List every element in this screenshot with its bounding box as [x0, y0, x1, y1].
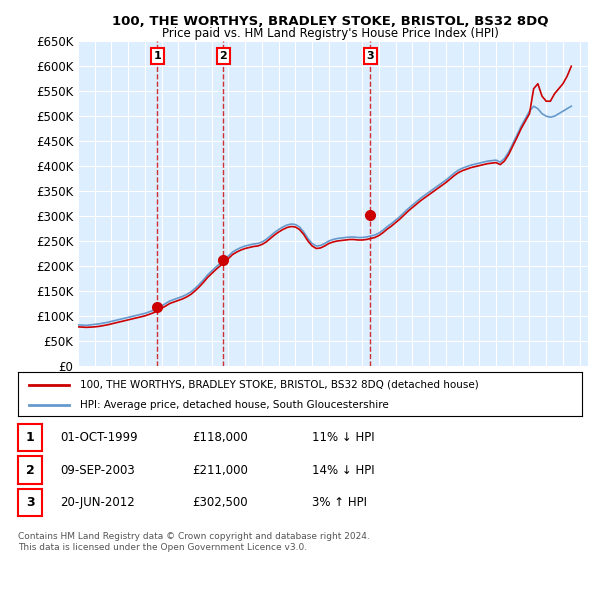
Text: £302,500: £302,500	[192, 496, 248, 509]
Text: Contains HM Land Registry data © Crown copyright and database right 2024.
This d: Contains HM Land Registry data © Crown c…	[18, 533, 370, 552]
Text: 2: 2	[26, 464, 34, 477]
Text: 20-JUN-2012: 20-JUN-2012	[60, 496, 135, 509]
Text: £118,000: £118,000	[192, 431, 248, 444]
Text: 1: 1	[26, 431, 34, 444]
Text: 01-OCT-1999: 01-OCT-1999	[60, 431, 137, 444]
Text: 2: 2	[220, 51, 227, 61]
Text: 14% ↓ HPI: 14% ↓ HPI	[312, 464, 374, 477]
Text: £211,000: £211,000	[192, 464, 248, 477]
Text: 11% ↓ HPI: 11% ↓ HPI	[312, 431, 374, 444]
Text: Price paid vs. HM Land Registry's House Price Index (HPI): Price paid vs. HM Land Registry's House …	[161, 27, 499, 40]
Text: 09-SEP-2003: 09-SEP-2003	[60, 464, 135, 477]
Text: 1: 1	[154, 51, 161, 61]
Text: 3% ↑ HPI: 3% ↑ HPI	[312, 496, 367, 509]
Text: 3: 3	[26, 496, 34, 509]
Text: 100, THE WORTHYS, BRADLEY STOKE, BRISTOL, BS32 8DQ (detached house): 100, THE WORTHYS, BRADLEY STOKE, BRISTOL…	[80, 380, 479, 390]
Text: 100, THE WORTHYS, BRADLEY STOKE, BRISTOL, BS32 8DQ: 100, THE WORTHYS, BRADLEY STOKE, BRISTOL…	[112, 15, 548, 28]
Text: 3: 3	[367, 51, 374, 61]
Text: HPI: Average price, detached house, South Gloucestershire: HPI: Average price, detached house, Sout…	[80, 400, 389, 410]
